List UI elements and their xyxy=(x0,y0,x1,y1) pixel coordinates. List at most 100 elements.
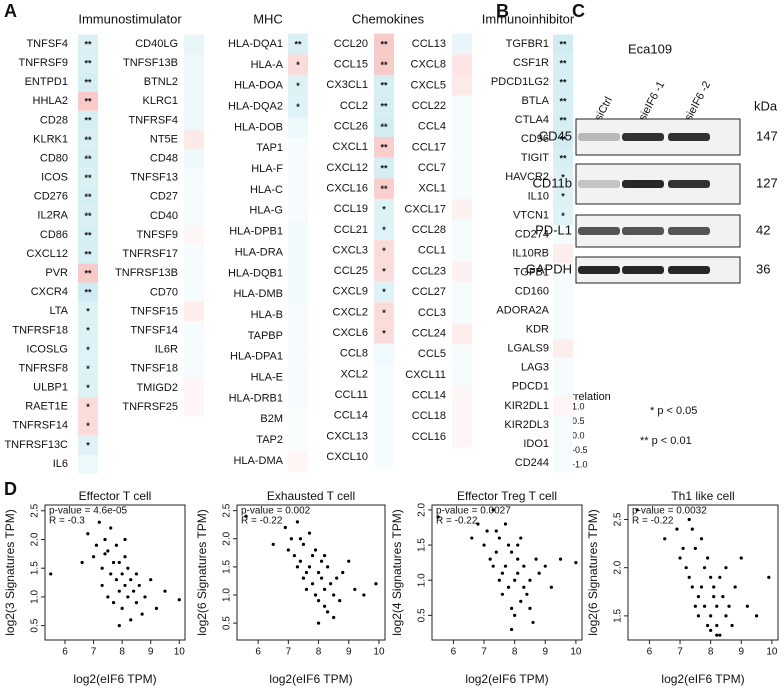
scatter-point xyxy=(94,543,99,547)
gene-label: TAPBP xyxy=(248,330,283,342)
heatmap-cell xyxy=(78,34,98,54)
gene-label: CCL21 xyxy=(334,224,368,236)
scatter-point xyxy=(537,571,541,575)
heatmap-cell xyxy=(288,346,308,368)
heatmap-cell xyxy=(553,148,573,168)
scatter-point xyxy=(470,536,474,540)
scatter-point xyxy=(693,604,697,608)
scatter-point xyxy=(712,585,716,589)
significance: ** xyxy=(84,288,92,298)
gene-label: HLA-DQB1 xyxy=(228,267,283,279)
scatter-point xyxy=(117,624,121,628)
gene-label: CD40 xyxy=(150,210,178,222)
scatter-point xyxy=(322,587,327,591)
scatter-point xyxy=(49,572,53,576)
scatter-point xyxy=(531,620,535,625)
gene-label: CXCL8 xyxy=(411,59,446,71)
x-tick-label: 8 xyxy=(316,647,322,658)
gene-label: CXCL2 xyxy=(333,306,368,318)
group-header: Chemokines xyxy=(352,11,425,26)
scatter-point xyxy=(123,537,127,542)
scatter-point xyxy=(326,610,330,614)
blot-band xyxy=(578,266,620,274)
y-tick-label: 0.5 xyxy=(30,618,41,632)
heatmap-cell xyxy=(452,302,472,324)
protein-size: 36 xyxy=(756,261,770,276)
panel-label: A xyxy=(4,1,17,21)
heatmap-cell xyxy=(288,137,308,159)
scatter-point xyxy=(635,508,639,512)
gene-label: HLA-DRA xyxy=(235,246,284,258)
scatter-point xyxy=(485,529,489,533)
significance: ** xyxy=(84,97,92,107)
group-header: MHC xyxy=(253,11,283,26)
scatter-point xyxy=(126,595,130,599)
scatter-point xyxy=(304,587,309,591)
scatter-point xyxy=(91,555,96,559)
gene-label: XCL1 xyxy=(418,183,446,195)
heatmap-cell xyxy=(452,240,472,262)
gene-label: TNFRSF14 xyxy=(12,420,68,432)
scatter-point xyxy=(702,566,707,570)
scatter-point xyxy=(271,542,275,546)
scatter-point xyxy=(341,570,345,575)
gene-label: KIR2DL3 xyxy=(504,419,549,431)
gene-label: TNFRSF25 xyxy=(122,401,178,413)
scatter-point xyxy=(322,604,327,608)
scatter-point xyxy=(574,561,578,565)
scatter-point xyxy=(301,542,306,546)
scatter-point xyxy=(709,614,713,618)
significance: * xyxy=(296,81,300,91)
legend-note: * p < 0.05 xyxy=(650,405,697,417)
scatter-point xyxy=(80,560,84,565)
scatter-point xyxy=(117,589,121,593)
gene-label: IL10RB xyxy=(512,247,549,259)
heatmap-cell xyxy=(374,136,394,158)
heatmap-cell xyxy=(374,446,394,468)
stat-annotation: R = -0.22 xyxy=(241,516,283,527)
gene-label: HLA-F xyxy=(251,163,283,175)
heatmap-cell xyxy=(553,415,573,435)
scatter-point xyxy=(482,543,486,547)
significance: ** xyxy=(380,39,388,49)
gene-label: CCL11 xyxy=(335,389,368,401)
scatter-point xyxy=(286,548,290,552)
gene-label: CCL25 xyxy=(334,265,368,277)
stat-annotation: p-value = 0.0027 xyxy=(436,506,511,517)
heatmap-cell xyxy=(452,116,472,138)
scatter-point xyxy=(516,543,520,547)
plot-title: Effector Treg T cell xyxy=(457,489,557,503)
gene-label: HLA-DMB xyxy=(233,288,283,300)
scatter-point xyxy=(712,595,716,599)
significance: * xyxy=(296,60,300,70)
heatmap-cell xyxy=(288,179,308,201)
x-tick-label: 7 xyxy=(677,647,683,658)
scatter-point xyxy=(177,598,181,602)
scatter-point xyxy=(513,578,517,582)
colorbar-tick-label: 0.0 xyxy=(572,430,585,440)
gene-label: CD86 xyxy=(40,229,68,241)
gene-label: TNFRSF8 xyxy=(19,362,69,374)
gene-label: HHLA2 xyxy=(33,95,68,107)
heatmap-cell xyxy=(553,224,573,244)
heatmap-cell xyxy=(78,91,98,111)
scatter-point xyxy=(687,575,691,579)
gene-label: HLA-DPB1 xyxy=(229,226,283,238)
significance: ** xyxy=(380,163,388,173)
gene-label: CCL18 xyxy=(412,410,446,422)
y-tick-label: 1.0 xyxy=(417,573,428,587)
gene-label: CSF1R xyxy=(513,57,549,69)
heatmap-cell xyxy=(553,34,573,54)
stat-annotation: R = -0.3 xyxy=(49,516,85,527)
heatmap-cell xyxy=(374,302,394,323)
gene-label: CD40LG xyxy=(135,38,178,50)
scatter-point xyxy=(140,612,144,616)
heatmap-cell xyxy=(288,367,308,389)
gene-label: CCL28 xyxy=(412,224,446,236)
gene-label: CXCL10 xyxy=(326,451,368,463)
gene-label: HLA-B xyxy=(251,309,283,321)
significance: * xyxy=(86,307,90,317)
y-tick-label: 2.5 xyxy=(222,503,233,517)
significance: ** xyxy=(559,58,567,68)
y-axis-label: log2(4 Signatures TPM) xyxy=(390,509,404,636)
